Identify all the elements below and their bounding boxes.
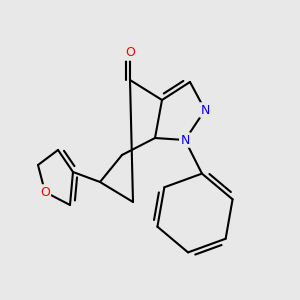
Text: O: O: [40, 185, 50, 199]
Text: N: N: [180, 134, 190, 146]
Text: O: O: [125, 46, 135, 59]
Text: N: N: [200, 103, 210, 116]
